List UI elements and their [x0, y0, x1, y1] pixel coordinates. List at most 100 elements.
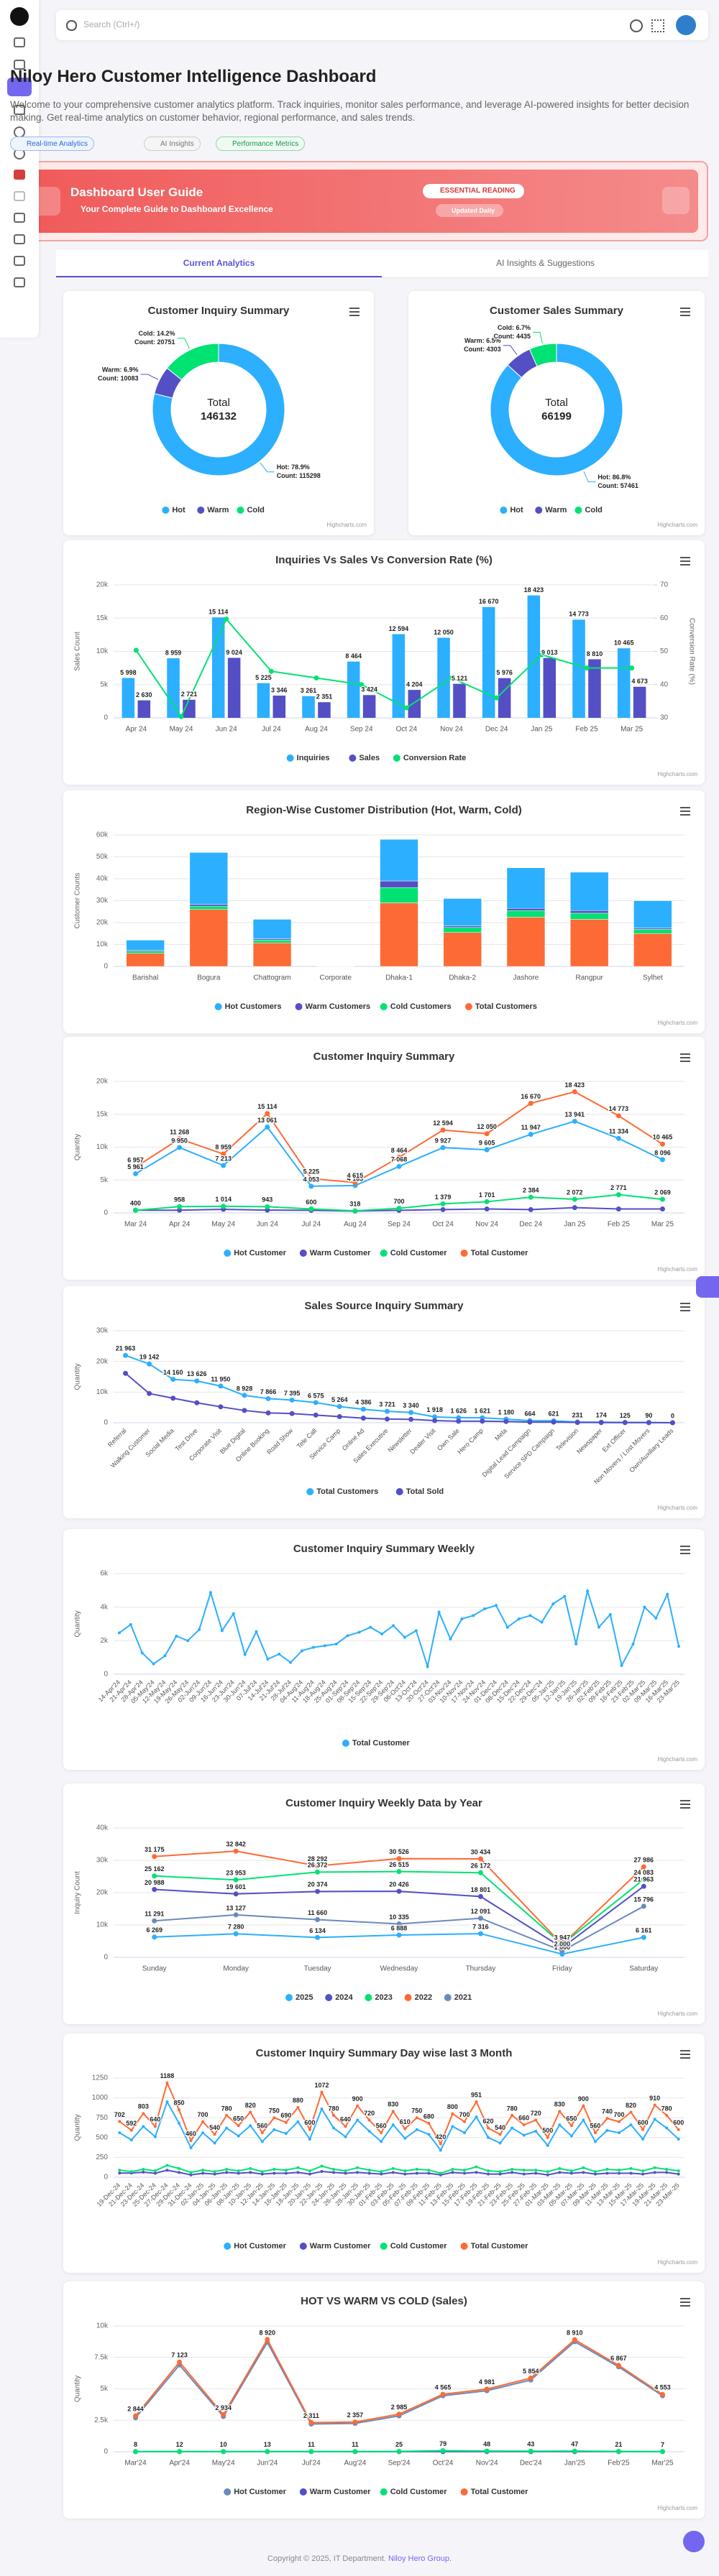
- point-marker: [546, 2173, 549, 2176]
- legend-label[interactable]: 2022: [415, 1993, 432, 2002]
- guide-toggle[interactable]: [662, 187, 690, 214]
- nav-icon[interactable]: [14, 37, 25, 47]
- data-label: 600: [638, 2119, 649, 2126]
- legend-label[interactable]: Hot Customer: [234, 2488, 286, 2496]
- point-marker: [437, 1610, 441, 1614]
- point-marker: [522, 2172, 526, 2176]
- legend-label[interactable]: 2024: [335, 1993, 353, 2002]
- x-tick-label: Aug 24: [305, 726, 328, 734]
- data-label: 540: [495, 2124, 505, 2131]
- point-marker: [665, 2171, 669, 2174]
- nav-icon-active[interactable]: [7, 78, 32, 96]
- footer: Copyright © 2025, IT Department. Niloy H…: [0, 2554, 719, 2563]
- point-marker: [484, 2386, 490, 2392]
- nav-icon[interactable]: [14, 277, 25, 287]
- tab-active[interactable]: Current Analytics: [56, 250, 382, 277]
- point-marker: [129, 1622, 132, 1626]
- data-label: 4 053: [303, 1176, 320, 1183]
- point-marker: [308, 2138, 311, 2141]
- x-tick-label: Jun'24: [257, 2460, 278, 2467]
- legend-label[interactable]: Hot Customers: [225, 1002, 282, 1011]
- legend-label[interactable]: Warm Customer: [310, 1249, 371, 1257]
- bar-segment: [443, 925, 482, 928]
- nav-icon[interactable]: [14, 213, 25, 223]
- legend-label[interactable]: Total Customer: [471, 2242, 529, 2250]
- point-marker: [142, 2167, 145, 2171]
- apps-icon[interactable]: [651, 19, 664, 32]
- data-label: 7 866: [260, 1388, 277, 1395]
- scroll-top-button[interactable]: [683, 2531, 705, 2552]
- tab[interactable]: AI Insights & Suggestions: [496, 258, 595, 268]
- credits: Highcharts.com: [657, 1505, 697, 1511]
- nav-icon[interactable]: [14, 105, 25, 115]
- nav-icon[interactable]: [14, 60, 25, 70]
- legend-label[interactable]: Cold Customer: [390, 2488, 448, 2496]
- legend-label[interactable]: Cold: [585, 506, 602, 514]
- legend-label[interactable]: Warm Customer: [310, 2242, 371, 2250]
- chart-title: Customer Inquiry Summary: [313, 1051, 455, 1063]
- legend-label[interactable]: Hot Customer: [234, 2242, 286, 2250]
- guide-button[interactable]: Updated Daily: [436, 204, 504, 217]
- legend-label[interactable]: Warm Customer: [310, 2488, 371, 2496]
- point-marker: [189, 2139, 193, 2143]
- point-marker: [415, 2128, 418, 2131]
- legend-label[interactable]: Cold: [247, 506, 264, 514]
- bar-segment: [569, 872, 609, 911]
- legend-label[interactable]: Total Customer: [471, 1249, 529, 1257]
- y2-tick-label: 30: [660, 714, 669, 722]
- chart-card: Region-Wise Customer Distribution (Hot, …: [63, 790, 705, 1033]
- settings-button[interactable]: [696, 1276, 719, 1298]
- point-marker: [289, 1661, 293, 1664]
- nav-icon[interactable]: [14, 191, 25, 201]
- nav-icon[interactable]: [14, 234, 25, 244]
- bar-segment: [126, 951, 165, 954]
- legend-label[interactable]: Total Customers: [475, 1002, 537, 1011]
- legend-label[interactable]: Hot Customer: [234, 1249, 286, 1257]
- legend-label[interactable]: 2021: [454, 1993, 472, 2002]
- legend-label[interactable]: Warm Customers: [306, 1002, 371, 1011]
- data-label: 2 351: [316, 693, 333, 701]
- point-marker: [477, 1870, 483, 1875]
- point-marker: [273, 2171, 276, 2175]
- point-marker: [152, 1854, 157, 1860]
- legend-label[interactable]: Cold Customer: [390, 2242, 448, 2250]
- series-line: [119, 2080, 679, 2146]
- legend-label[interactable]: Sales: [359, 754, 380, 762]
- x-tick-label: Newspaper: [575, 1427, 603, 1455]
- footer-link[interactable]: Niloy Hero Group.: [388, 2554, 452, 2563]
- search-bar[interactable]: Search (Ctrl+/): [56, 10, 708, 40]
- guide-panel[interactable]: Dashboard User Guide Your Complete Guide…: [20, 170, 698, 233]
- theme-icon[interactable]: [630, 19, 643, 32]
- avatar[interactable]: [676, 15, 696, 35]
- legend-label[interactable]: Total Customers: [316, 1487, 378, 1496]
- legend-label[interactable]: Cold Customer: [390, 1249, 448, 1257]
- legend-label[interactable]: Total Sold: [406, 1487, 444, 1496]
- legend-label[interactable]: Hot: [172, 506, 186, 514]
- legend-label[interactable]: Total Customer: [352, 1739, 411, 1748]
- data-label: 1 000: [554, 1944, 571, 1951]
- legend-label[interactable]: Inquiries: [297, 754, 330, 762]
- legend-label[interactable]: Conversion Rate: [403, 754, 466, 762]
- legend-label[interactable]: 2025: [296, 1993, 313, 2002]
- data-label: 7 123: [171, 2352, 188, 2359]
- data-label: 12 050: [477, 1123, 497, 1130]
- legend-label[interactable]: Hot: [510, 506, 523, 514]
- legend-label[interactable]: 2023: [375, 1993, 392, 2002]
- nav-icon[interactable]: [14, 256, 25, 266]
- point-marker: [344, 2125, 347, 2128]
- x-tick-label: Jun 24: [216, 726, 237, 734]
- logo[interactable]: [10, 7, 29, 26]
- legend-label[interactable]: Cold Customers: [390, 1002, 452, 1011]
- point-marker: [432, 1418, 438, 1423]
- data-label: 25: [395, 2441, 403, 2448]
- legend-label[interactable]: Total Customer: [471, 2488, 529, 2496]
- legend-label[interactable]: Warm: [207, 506, 229, 514]
- point-marker: [170, 1395, 176, 1401]
- nav-icon[interactable]: [14, 170, 25, 180]
- point-marker: [593, 2140, 597, 2143]
- point-marker: [265, 1204, 270, 1209]
- data-label: 1 014: [215, 1196, 232, 1203]
- data-label: 13 626: [187, 1370, 207, 1377]
- y2-tick-label: 70: [660, 581, 669, 589]
- legend-label[interactable]: Warm: [545, 506, 567, 514]
